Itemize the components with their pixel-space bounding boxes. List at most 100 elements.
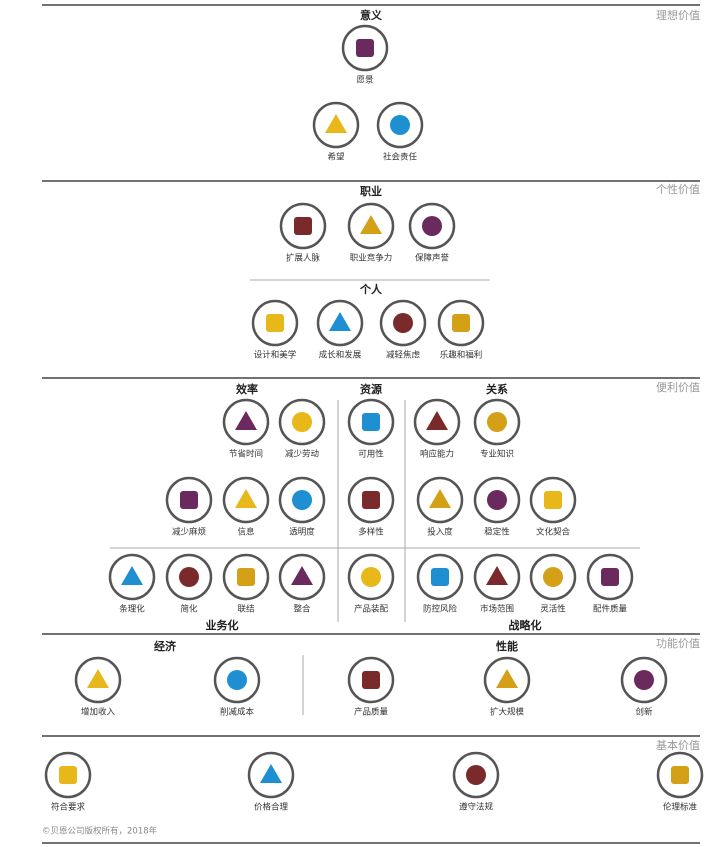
value-element: 产品装配 xyxy=(347,553,395,615)
element-label: 产品装配 xyxy=(354,604,389,615)
icon-glyph xyxy=(362,413,380,431)
section-label: 个性价值 xyxy=(656,182,700,196)
element-label: 可用性 xyxy=(358,449,384,460)
icon-glyph xyxy=(544,491,562,509)
icon-glyph xyxy=(362,671,380,689)
icon-glyph xyxy=(487,490,507,510)
value-element: 减轻焦虑 xyxy=(379,299,427,361)
icon-glyph xyxy=(429,489,451,508)
icon-glyph xyxy=(486,566,508,585)
icon-glyph xyxy=(329,312,351,331)
element-label: 职业竞争力 xyxy=(350,253,393,264)
value-element: 投入度 xyxy=(416,476,464,538)
element-label: 伦理标准 xyxy=(663,802,698,813)
element-label: 文化契合 xyxy=(536,527,571,538)
element-label: 扩大规模 xyxy=(490,707,525,718)
icon-glyph xyxy=(360,215,382,234)
group-heading: 职业 xyxy=(360,184,382,198)
value-element: 愿景 xyxy=(341,24,389,86)
sub-dividers xyxy=(110,279,640,715)
icon-glyph xyxy=(431,568,449,586)
value-element: 减少麻烦 xyxy=(165,476,213,538)
element-label: 多样性 xyxy=(358,527,384,538)
value-element: 产品质量 xyxy=(347,656,395,718)
element-label: 整合 xyxy=(293,604,311,615)
icon-glyph xyxy=(496,669,518,688)
icon-glyph xyxy=(294,217,312,235)
element-label: 节省时间 xyxy=(229,449,263,460)
value-element: 配件质量 xyxy=(586,553,634,615)
icon-glyph xyxy=(426,411,448,430)
value-element: 简化 xyxy=(165,553,213,615)
element-label: 专业知识 xyxy=(480,449,514,460)
icon-glyph xyxy=(59,766,77,784)
element-label: 愿景 xyxy=(356,76,373,86)
element-label: 简化 xyxy=(180,604,198,615)
value-element: 符合要求 xyxy=(44,751,92,813)
section-label: 基本价值 xyxy=(656,738,700,752)
element-label: 条理化 xyxy=(119,604,145,615)
element-label: 价格合理 xyxy=(254,802,289,813)
element-label: 遵守法规 xyxy=(459,802,494,813)
value-element: 伦理标准 xyxy=(656,751,704,813)
value-element: 职业竞争力 xyxy=(347,202,395,264)
element-label: 联结 xyxy=(237,604,254,615)
icon-glyph xyxy=(361,567,381,587)
element-label: 防控风险 xyxy=(423,604,458,615)
element-label: 减轻焦虑 xyxy=(386,350,421,361)
element-label: 产品质量 xyxy=(354,707,389,718)
element-label: 配件质量 xyxy=(593,604,628,615)
element-label: 符合要求 xyxy=(51,802,86,813)
group-heading: 效率 xyxy=(236,382,258,396)
value-element: 乐趣和福利 xyxy=(437,299,485,361)
icon-glyph xyxy=(121,566,143,585)
icon-glyph xyxy=(601,568,619,586)
group-heading: 个人 xyxy=(359,282,383,296)
icon-glyph xyxy=(291,566,313,585)
icon-glyph xyxy=(634,670,654,690)
section-lines xyxy=(42,4,700,844)
icon-glyph xyxy=(235,411,257,430)
value-element: 联结 xyxy=(222,553,270,615)
value-element: 成长和发展 xyxy=(316,299,364,361)
section-label: 便利价值 xyxy=(656,381,700,394)
value-element: 遵守法规 xyxy=(452,751,500,813)
value-element: 增加收入 xyxy=(74,656,122,718)
icon-glyph xyxy=(237,568,255,586)
element-label: 减少劳动 xyxy=(285,449,320,460)
group-heading: 性能 xyxy=(496,639,518,653)
value-element: 扩大规模 xyxy=(483,656,531,718)
section-label: 理想价值 xyxy=(656,8,700,22)
value-element: 透明度 xyxy=(278,476,326,538)
icon-glyph xyxy=(390,115,410,135)
icon-glyph xyxy=(292,490,312,510)
value-element: 多样性 xyxy=(347,476,395,538)
icon-glyph xyxy=(227,670,247,690)
value-element: 扩展人脉 xyxy=(279,202,327,264)
value-element: 文化契合 xyxy=(529,476,577,538)
value-element: 市场范围 xyxy=(473,553,521,615)
icon-glyph xyxy=(422,216,442,236)
footer: ©贝恩公司版权所有，2018年 xyxy=(42,826,158,837)
group-heading: 资源 xyxy=(360,382,382,396)
element-label: 扩展人脉 xyxy=(286,253,321,264)
group-heading: 意义 xyxy=(360,8,383,22)
value-element: 条理化 xyxy=(108,553,156,615)
value-element: 减少劳动 xyxy=(278,398,326,460)
element-label: 灵活性 xyxy=(540,604,566,615)
icon-glyph xyxy=(362,491,380,509)
value-element: 专业知识 xyxy=(473,398,521,460)
value-element: 信息 xyxy=(222,476,270,538)
section-label: 功能价值 xyxy=(656,636,700,650)
icon-glyph xyxy=(292,412,312,432)
element-label: 减少麻烦 xyxy=(172,527,207,538)
icon-glyph xyxy=(356,39,374,57)
element-label: 保障声誉 xyxy=(415,253,450,264)
element-label: 增加收入 xyxy=(81,707,116,718)
value-element: 设计和美学 xyxy=(251,299,299,361)
value-element: 希望 xyxy=(312,101,360,163)
value-element: 保障声誉 xyxy=(408,202,456,264)
element-label: 乐趣和福利 xyxy=(440,350,483,361)
value-element: 整合 xyxy=(278,553,326,615)
